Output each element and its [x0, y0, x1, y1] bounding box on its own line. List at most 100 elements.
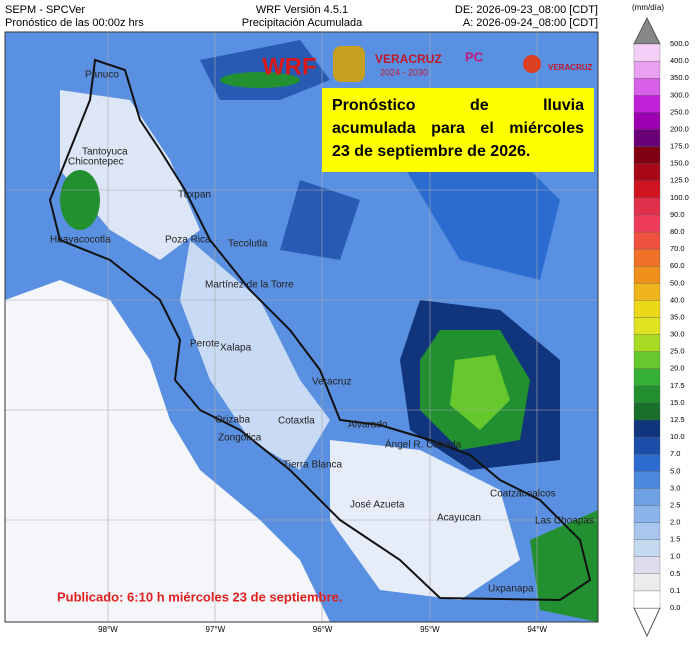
header-center: Precipitación Acumulada: [242, 17, 363, 29]
notice-line: acumulada para el miércoles: [332, 120, 584, 137]
legend-swatch: [633, 78, 661, 96]
city-label: Tierra Blanca: [283, 460, 343, 471]
legend-label: 35.0: [670, 312, 685, 321]
header-center: WRF Versión 4.5.1: [256, 4, 348, 16]
legend-label: 60.0: [670, 261, 685, 270]
city-label: Veracruz: [312, 377, 351, 388]
city-label: Tuxpan: [178, 190, 211, 201]
city-label: Ángel R. Cabada: [385, 438, 462, 451]
logo: VERACRUZ: [375, 52, 442, 66]
header-right: DE: 2026-09-23_08:00 [CDT]: [455, 4, 598, 16]
legend-label: 0.5: [670, 569, 680, 578]
city-label: Alvarado: [348, 420, 388, 431]
longitude-label: 94°W: [527, 625, 547, 634]
map-frame: [4, 31, 599, 623]
longitude-label: 97°W: [205, 625, 225, 634]
legend-label: 3.0: [670, 483, 680, 492]
legend-label: 5.0: [670, 466, 680, 475]
header-left: SEPM - SPCVer: [5, 4, 85, 16]
legend-unit: (mm/día): [632, 3, 664, 12]
legend-label: 50.0: [670, 278, 685, 287]
legend-label: 12.5: [670, 415, 685, 424]
state-outline: [48, 58, 592, 602]
legend-label: 80.0: [670, 227, 685, 236]
city-label: Cotaxtla: [278, 416, 315, 427]
city-label: Las Choapas: [535, 516, 594, 527]
legend-swatch: [633, 539, 661, 557]
legend-swatch: [633, 317, 661, 335]
header-right: A: 2026-09-24_08:00 [CDT]: [463, 17, 598, 29]
legend-label: 10.0: [670, 432, 685, 441]
logo-icon: [523, 55, 541, 73]
legend-swatch: [633, 471, 661, 489]
logo: PC: [465, 49, 484, 64]
city-label: Huayacocotla: [50, 235, 111, 246]
legend-label: 90.0: [670, 210, 685, 219]
legend-swatch: [633, 95, 661, 113]
legend-swatch: [633, 43, 661, 62]
notice-line: Pronóstico de lluvia: [332, 97, 584, 114]
city-label: Uxpanapa: [488, 584, 534, 595]
city-label: Zongolica: [218, 433, 262, 444]
legend-label: 70.0: [670, 244, 685, 253]
legend-swatch: [633, 60, 661, 79]
legend-label: 500.0: [670, 39, 689, 48]
city-label: Perote: [190, 339, 220, 350]
logo: VERACRUZ: [548, 63, 593, 72]
city-label: Tecolutla: [228, 239, 268, 250]
longitude-label: 98°W: [98, 625, 118, 634]
legend-swatch: [633, 488, 661, 506]
legend-swatch: [633, 112, 661, 130]
legend-label: 2.0: [670, 518, 680, 527]
legend-swatch: [633, 197, 661, 216]
longitude-label: 96°W: [313, 625, 333, 634]
legend-swatch: [633, 163, 661, 181]
legend-swatch: [633, 590, 661, 609]
legend-swatch: [633, 300, 661, 318]
legend-label: 0.1: [670, 586, 680, 595]
legend-swatch: [633, 402, 661, 421]
city-label: Pánuco: [85, 70, 119, 81]
legend-label: 125.0: [670, 176, 689, 185]
legend-label: 15.0: [670, 398, 685, 407]
logo-shield: [333, 46, 365, 82]
legend-label: 1.0: [670, 552, 680, 561]
legend-label: 150.0: [670, 159, 689, 168]
legend-label: 200.0: [670, 124, 689, 133]
legend-swatch: [633, 436, 661, 455]
legend-arrow: [633, 16, 661, 45]
legend-arrow: [633, 607, 661, 638]
legend-swatch: [633, 573, 661, 592]
legend-label: 250.0: [670, 107, 689, 116]
legend-label: 25.0: [670, 347, 685, 356]
legend-swatch: [633, 214, 661, 233]
city-label: Orizaba: [215, 415, 250, 426]
legend-swatch: [633, 180, 661, 198]
legend-label: 100.0: [670, 193, 689, 202]
logo: WRF: [262, 53, 317, 80]
header-left: Pronóstico de las 00:00z hrs: [5, 17, 144, 29]
legend-swatch: [633, 266, 661, 284]
legend-label: 40.0: [670, 295, 685, 304]
legend-label: 2.5: [670, 500, 680, 509]
legend-label: 17.5: [670, 381, 685, 390]
legend-swatch: [633, 334, 661, 352]
legend-swatch: [633, 522, 661, 540]
legend-label: 0.0: [670, 603, 680, 612]
city-label: Acayucan: [437, 513, 481, 524]
legend-label: 350.0: [670, 73, 689, 82]
city-label: José Azueta: [350, 500, 405, 511]
city-label: Xalapa: [220, 343, 252, 354]
legend-label: 1.5: [670, 535, 680, 544]
legend-swatch: [633, 419, 661, 438]
city-label: Poza Rica: [165, 235, 211, 246]
legend-swatch: [633, 283, 661, 301]
legend-swatch: [633, 248, 661, 267]
legend-label: 30.0: [670, 330, 685, 339]
notice-line: 23 de septiembre de 2026.: [332, 143, 531, 160]
city-label: Chicontepec: [68, 157, 124, 168]
legend-label: 7.0: [670, 449, 680, 458]
legend-label: 400.0: [670, 56, 689, 65]
city-label: Martínez de la Torre: [205, 280, 294, 291]
